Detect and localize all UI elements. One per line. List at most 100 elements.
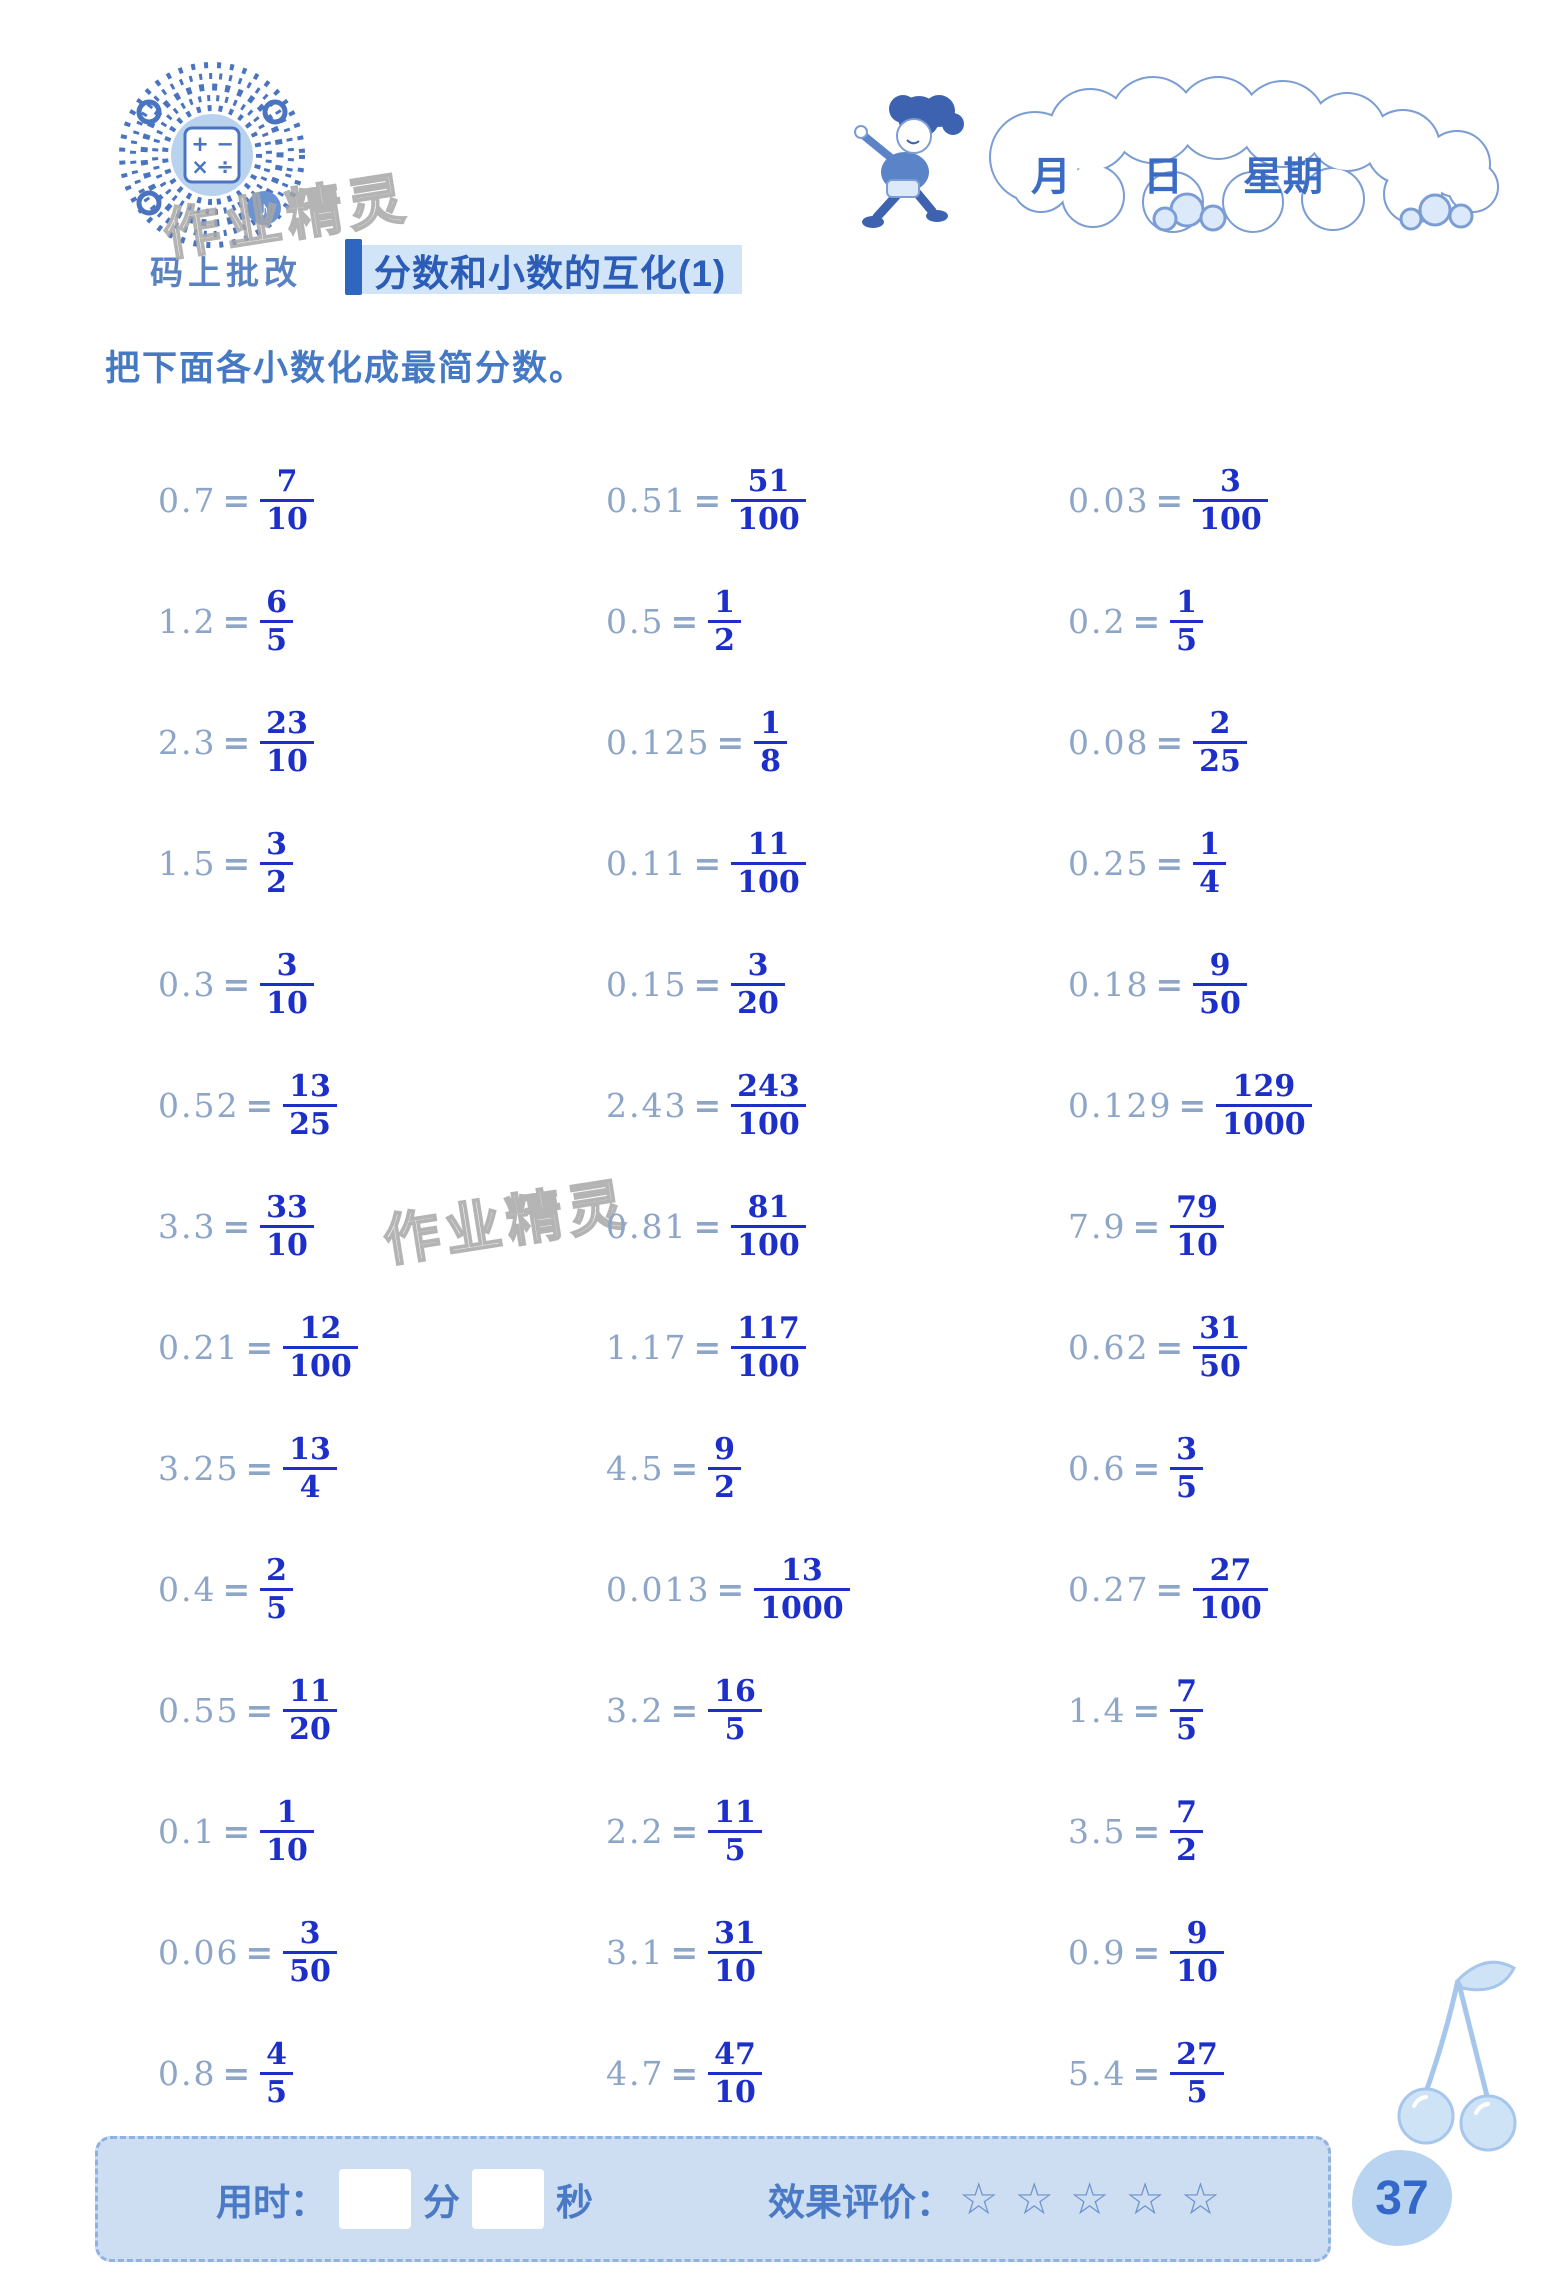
problem-item: 3.2 = 16 5 <box>606 1650 1068 1771</box>
equals-sign: = <box>222 723 251 762</box>
svg-text:♪: ♪ <box>259 198 270 221</box>
problem-item: 2.43 = 243 100 <box>606 1045 1068 1166</box>
problem-decimal: 0.125 <box>606 723 711 762</box>
answer-fraction: 2 25 <box>1193 707 1247 778</box>
equals-sign: = <box>222 2054 251 2093</box>
answer-fraction: 11 20 <box>283 1675 337 1746</box>
seconds-input-box[interactable] <box>472 2169 544 2229</box>
equals-sign: = <box>245 1328 274 1367</box>
problem-decimal: 0.1 <box>158 1812 217 1851</box>
equals-sign: = <box>693 481 722 520</box>
problem-item: 0.6 = 3 5 <box>1068 1408 1488 1529</box>
problem-item: 1.2 = 6 5 <box>158 561 606 682</box>
problem-decimal: 0.3 <box>158 965 217 1004</box>
problem-decimal: 0.2 <box>1068 602 1127 641</box>
equals-sign: = <box>670 1449 699 1488</box>
answer-fraction: 47 10 <box>708 2038 762 2109</box>
answer-fraction: 27 100 <box>1193 1554 1268 1625</box>
equals-sign: = <box>245 1691 274 1730</box>
answer-fraction: 51 100 <box>731 465 806 536</box>
answer-fraction: 27 5 <box>1170 2038 1224 2109</box>
answer-fraction: 9 10 <box>1170 1917 1224 1988</box>
svg-text:−: − <box>216 132 234 156</box>
equals-sign: = <box>670 602 699 641</box>
equals-sign: = <box>1155 965 1184 1004</box>
answer-fraction: 13 4 <box>283 1433 337 1504</box>
svg-text:÷: ÷ <box>216 155 234 179</box>
problem-decimal: 7.9 <box>1068 1207 1127 1246</box>
cherry-illustration <box>1388 1950 1523 2165</box>
qr-code: + − × ÷ ♪ <box>112 55 312 255</box>
answer-fraction: 11 100 <box>731 828 806 899</box>
problem-decimal: 3.3 <box>158 1207 217 1246</box>
problem-decimal: 0.11 <box>606 844 688 883</box>
rating-stars[interactable]: ☆☆☆☆☆ <box>959 2174 1237 2224</box>
problem-item: 0.81 = 81 100 <box>606 1166 1068 1287</box>
problem-decimal: 0.21 <box>158 1328 240 1367</box>
equals-sign: = <box>1132 1933 1161 1972</box>
equals-sign: = <box>670 1691 699 1730</box>
problem-decimal: 1.17 <box>606 1328 688 1367</box>
minutes-input-box[interactable] <box>339 2169 411 2229</box>
equals-sign: = <box>1132 1449 1161 1488</box>
problem-item: 0.013 = 13 1000 <box>606 1529 1068 1650</box>
problem-decimal: 0.06 <box>158 1933 240 1972</box>
equals-sign: = <box>222 965 251 1004</box>
answer-fraction: 129 1000 <box>1216 1070 1312 1141</box>
problem-item: 0.9 = 9 10 <box>1068 1892 1488 2013</box>
equals-sign: = <box>693 965 722 1004</box>
answer-fraction: 3 10 <box>260 949 314 1020</box>
problem-item: 4.5 = 9 2 <box>606 1408 1068 1529</box>
qr-position-markers <box>136 99 288 216</box>
equals-sign: = <box>1178 1086 1207 1125</box>
answer-fraction: 3 100 <box>1193 465 1268 536</box>
problem-decimal: 0.55 <box>158 1691 240 1730</box>
week-label: 星期 <box>1243 155 1323 199</box>
problem-decimal: 3.25 <box>158 1449 240 1488</box>
equals-sign: = <box>1132 2054 1161 2093</box>
problem-decimal: 2.3 <box>158 723 217 762</box>
problem-item: 0.8 = 4 5 <box>158 2013 606 2134</box>
title-highlight: 分数和小数的互化(1) <box>362 245 743 294</box>
seconds-label: 秒 <box>556 2182 593 2223</box>
equals-sign: = <box>1155 481 1184 520</box>
svg-text:+: + <box>191 132 209 156</box>
equals-sign: = <box>1155 723 1184 762</box>
answer-fraction: 31 50 <box>1193 1312 1247 1383</box>
month-label: 月 <box>1031 155 1071 199</box>
equals-sign: = <box>245 1086 274 1125</box>
equals-sign: = <box>222 481 251 520</box>
problem-item: 0.4 = 2 5 <box>158 1529 606 1650</box>
problem-decimal: 0.51 <box>606 481 688 520</box>
problem-item: 0.129 = 129 1000 <box>1068 1045 1488 1166</box>
footer-bar: 用时： 分 秒 效果评价： ☆☆☆☆☆ <box>95 2136 1331 2262</box>
answer-fraction: 117 100 <box>731 1312 806 1383</box>
equals-sign: = <box>1132 1207 1161 1246</box>
music-note-icon <box>247 191 281 225</box>
title-accent-bar <box>345 239 362 295</box>
equals-sign: = <box>693 1328 722 1367</box>
problem-item: 0.52 = 13 25 <box>158 1045 606 1166</box>
problem-decimal: 0.5 <box>606 602 665 641</box>
equals-sign: = <box>222 602 251 641</box>
problem-decimal: 0.7 <box>158 481 217 520</box>
problem-decimal: 0.013 <box>606 1570 711 1609</box>
problems-grid: 0.7 = 7 10 0.51 = 51 100 0.03 = 3 100 1.2 = 6 5 0.5 = 1 2 0.… <box>158 440 1488 2134</box>
problem-decimal: 0.62 <box>1068 1328 1150 1367</box>
problem-decimal: 0.27 <box>1068 1570 1150 1609</box>
problem-decimal: 0.03 <box>1068 481 1150 520</box>
answer-fraction: 12 100 <box>283 1312 358 1383</box>
equals-sign: = <box>245 1933 274 1972</box>
equals-sign: = <box>693 844 722 883</box>
equals-sign: = <box>670 2054 699 2093</box>
problem-decimal: 0.8 <box>158 2054 217 2093</box>
problem-item: 1.17 = 117 100 <box>606 1287 1068 1408</box>
equals-sign: = <box>1132 1691 1161 1730</box>
equals-sign: = <box>670 1933 699 1972</box>
equals-sign: = <box>222 1812 251 1851</box>
